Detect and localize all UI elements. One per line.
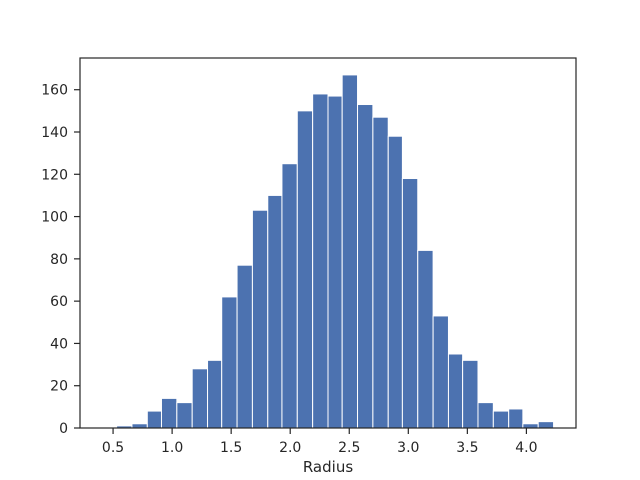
y-tick-label: 80 [50, 252, 68, 268]
histogram-bar [312, 93, 329, 429]
histogram-bar [207, 359, 223, 429]
x-axis-ticks: 0.5 1.0 1.5 2.0 2.5 3.0 3.5 4.0 [102, 428, 538, 456]
y-tick-label: 0 [59, 421, 68, 437]
histogram-bar [131, 423, 148, 429]
plot-frame [79, 57, 577, 429]
x-tick-label: 1.5 [220, 440, 242, 456]
x-tick-label: 1.0 [161, 440, 183, 456]
histogram-bar [508, 408, 524, 429]
histogram-bar [327, 95, 343, 429]
x-tick-label: 3.0 [397, 440, 419, 456]
x-tick-label: 4.0 [515, 440, 537, 456]
histogram-bar [160, 397, 178, 429]
y-tick-label: 20 [50, 379, 68, 395]
histogram-bar [492, 410, 510, 429]
x-tick-label: 0.5 [102, 440, 124, 456]
y-axis-ticks: 0 20 40 60 80 100 120 140 160 [41, 83, 80, 437]
histogram-bar [417, 249, 434, 429]
histogram-bar [462, 359, 479, 429]
y-tick-label: 140 [41, 125, 68, 141]
histogram-bar [236, 264, 253, 429]
histogram-bar [296, 110, 314, 429]
histogram-bar [387, 135, 403, 429]
histogram-bar [341, 74, 359, 429]
histogram-bar [432, 315, 449, 429]
y-tick-label: 120 [41, 167, 68, 183]
histogram-bar [267, 194, 283, 429]
histogram-bars [116, 74, 555, 429]
histogram-bar [522, 423, 539, 429]
histogram-bar [221, 296, 238, 429]
y-tick-label: 100 [41, 210, 68, 226]
histogram-bar [357, 104, 374, 429]
histogram-bar [146, 410, 162, 429]
y-tick-label: 40 [50, 336, 68, 352]
histogram-bar [477, 402, 494, 429]
x-tick-label: 2.0 [279, 440, 301, 456]
y-tick-label: 160 [41, 83, 68, 99]
histogram-bar [447, 353, 464, 429]
histogram-bar [401, 178, 419, 429]
histogram-bar [281, 163, 298, 429]
histogram-bar [251, 209, 269, 429]
histogram-bar [191, 368, 209, 429]
histogram-bar [372, 116, 389, 429]
histogram-bar [176, 402, 193, 429]
y-tick-label: 60 [50, 294, 68, 310]
x-tick-label: 3.5 [456, 440, 478, 456]
histogram-bar [537, 421, 555, 429]
x-tick-label: 2.5 [338, 440, 360, 456]
x-axis-label: Radius [303, 458, 353, 476]
